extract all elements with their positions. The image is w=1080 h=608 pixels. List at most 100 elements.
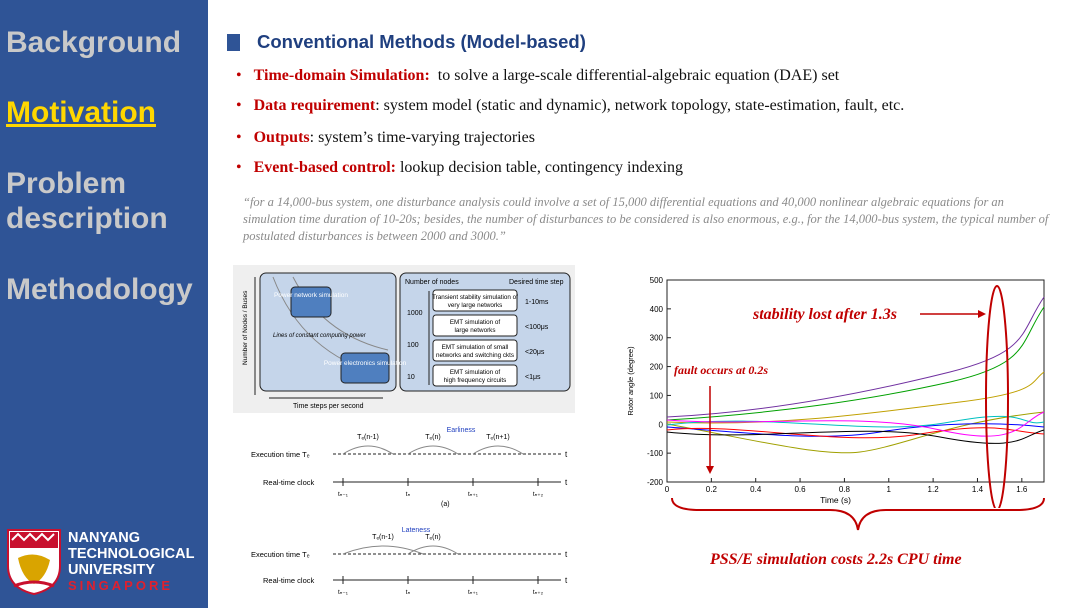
- quote: “for a 14,000-bus system, one disturbanc…: [243, 195, 1049, 243]
- tick-label: tₙ: [406, 589, 411, 596]
- title-marker: [227, 34, 240, 51]
- tick-label: tₙ₊₂: [533, 589, 544, 596]
- y-tick-label: 0: [659, 420, 664, 429]
- tick-label: tₙ₋₁: [338, 491, 349, 498]
- row-text: EMT simulation of high frequency circuits: [444, 369, 507, 384]
- arc: [342, 545, 424, 555]
- row-step: <20μs: [525, 349, 545, 356]
- x-axis-label: Time (s): [820, 495, 851, 505]
- note: Lateness: [402, 527, 431, 534]
- x-tick-label: 1.2: [928, 485, 940, 494]
- tick-label: tₙ: [406, 491, 411, 498]
- nav-item[interactable]: Background: [6, 26, 182, 59]
- box-label: Power electronics simulation: [324, 360, 407, 367]
- y-tick-label: -200: [647, 478, 664, 487]
- caption: (a): [441, 501, 450, 508]
- node-scale: 10: [407, 374, 415, 381]
- plot-frame: [666, 279, 1045, 483]
- row-box: [432, 339, 518, 362]
- logo-sub: SINGAPORE: [68, 578, 174, 593]
- bullet-label: Event-based control:: [253, 159, 396, 176]
- x-tick-label: 0.8: [839, 485, 851, 494]
- axis-label: Number of Nodes / Buses: [242, 290, 249, 365]
- y-tick-label: -100: [647, 449, 664, 458]
- nav-item[interactable]: Motivation: [6, 96, 156, 129]
- bullet-text: lookup decision table, contingency index…: [399, 159, 684, 176]
- arc-label: Tₑ(n-1): [357, 434, 379, 441]
- x-tick-label: 0.4: [750, 485, 762, 494]
- sidebar: Background Motivation Problem descriptio…: [0, 0, 208, 608]
- node-scale: 1000: [407, 310, 423, 317]
- bullet: • Data requirement: system model (static …: [236, 97, 905, 114]
- note: Earliness: [447, 427, 476, 434]
- axis-label: t: [565, 450, 568, 459]
- bullet: • Time-domain Simulation: to solve a larg…: [236, 67, 840, 84]
- annotation: stability lost after 1.3s: [752, 306, 897, 323]
- arc: [407, 445, 459, 455]
- annotation: fault occurs at 0.2s: [674, 363, 768, 377]
- y-tick-label: 500: [650, 276, 664, 285]
- bullet-text: to solve a large-scale differential-alge…: [437, 67, 840, 84]
- brace: [671, 497, 1045, 531]
- figure-timing: Execution time Tₑ Real-time clock t t tₙ₋₁ tₙ…: [233, 420, 575, 598]
- x-tick-label: 0.2: [706, 485, 718, 494]
- row-step: <1μs: [525, 374, 541, 381]
- row-box: [432, 314, 518, 337]
- tick-label: tₙ₊₁: [468, 589, 479, 596]
- x-tick-label: 0: [665, 485, 670, 494]
- bullet-text: : system’s time-varying trajectories: [309, 129, 535, 146]
- logo-text: NANYANG: [68, 530, 140, 546]
- tick-label: tₙ₋₁: [338, 589, 349, 596]
- x-tick-label: 1: [887, 485, 892, 494]
- plot-caption: PSS/E simulation costs 2.2s CPU time: [710, 551, 962, 568]
- nav-item[interactable]: Problem description: [6, 167, 168, 235]
- box-label: Power network simulation: [274, 292, 348, 299]
- curve-label: Lines of constant computing power: [273, 333, 367, 339]
- row-text: EMT simulation of small networks and swit…: [436, 344, 514, 359]
- y-tick-label: 300: [650, 334, 664, 343]
- x-tick-label: 0.6: [794, 485, 806, 494]
- axis-label: t: [565, 576, 568, 585]
- row-box: [432, 364, 518, 387]
- bullet-label: Outputs: [253, 129, 310, 146]
- row-step: <100μs: [525, 324, 549, 331]
- column-header: Number of nodes: [405, 279, 459, 286]
- y-tick-label: 200: [650, 363, 664, 372]
- section-title: Conventional Methods (Model-based): [257, 31, 586, 52]
- logo-text: TECHNOLOGICAL: [68, 546, 195, 562]
- x-tick-label: 1.6: [1016, 485, 1028, 494]
- arc-label: Tₑ(n): [425, 534, 440, 541]
- arc-label: Tₑ(n+1): [486, 434, 509, 441]
- bullet-label: Data requirement: [253, 97, 376, 114]
- logo-text: UNIVERSITY: [68, 562, 156, 578]
- nav-item[interactable]: Methodology: [6, 273, 193, 306]
- y-tick-label: 400: [650, 305, 664, 314]
- row-text: EMT simulation of large networks: [450, 319, 501, 334]
- axis-label: t: [565, 550, 568, 559]
- bullet-text: : system model (static and dynamic), net…: [375, 97, 905, 114]
- y-axis-label: Rotor angle (degree): [626, 346, 635, 416]
- y-tick-label: 100: [650, 391, 664, 400]
- row-box: [432, 289, 518, 312]
- arc-label: Tₑ(n-1): [372, 534, 394, 541]
- node-scale: 100: [407, 342, 419, 349]
- row-label: Real-time clock: [263, 478, 315, 487]
- bullet: • Outputs: system’s time-varying trajecto…: [236, 129, 535, 146]
- figure-scaling: Power network simulation Power electroni…: [233, 265, 575, 413]
- arc: [472, 445, 524, 455]
- row-text: Transient stability simulation of very la…: [432, 294, 518, 309]
- arc: [407, 545, 459, 555]
- row-step: 1-10ms: [525, 299, 549, 306]
- axis-label: Time steps per second: [293, 403, 364, 410]
- row-label: Real-time clock: [263, 576, 315, 585]
- row-label: Execution time Tₑ: [251, 550, 310, 559]
- row-label: Execution time Tₑ: [251, 450, 310, 459]
- x-tick-label: 1.4: [972, 485, 984, 494]
- tick-label: tₙ₊₂: [533, 491, 544, 498]
- axis-label: t: [565, 478, 568, 487]
- arc-label: Tₑ(n): [425, 434, 440, 441]
- rotor-angle-plot: -200 -100 0 100 200 300 400 500 0 0.2 0.4 0.6 0.8 1 1.…: [620, 262, 1058, 508]
- tick-label: tₙ₊₁: [468, 491, 479, 498]
- bullet: • Event-based control: lookup decision ta…: [236, 159, 684, 176]
